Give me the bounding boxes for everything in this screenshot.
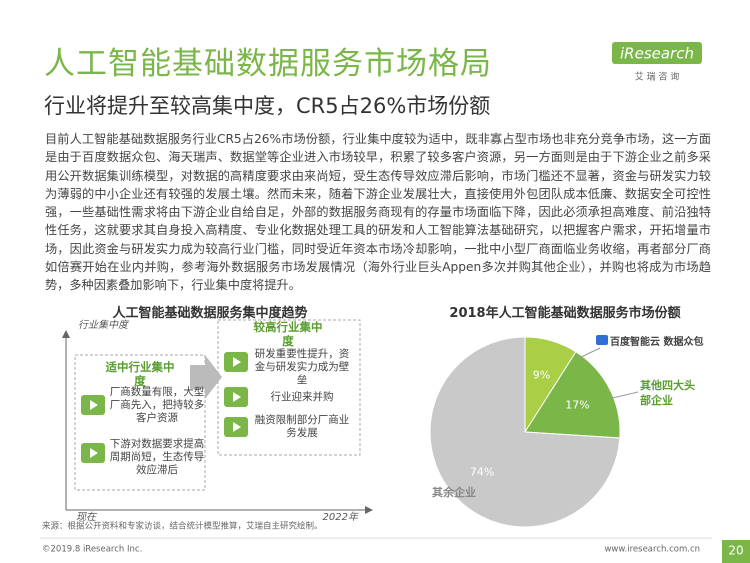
logo: iResearch	[620, 45, 694, 63]
logo-badge	[612, 42, 702, 64]
copyright: ©2019.8 iResearch Inc.	[42, 545, 142, 555]
intro: 目前人工智能基础数据服务行业CR5占26%市场份额，行业集中度较为适中，既非寡占…	[45, 132, 711, 293]
category-label: 百度智能云 数据众包	[610, 337, 704, 348]
stage-title: 较高行业集中度	[253, 320, 323, 348]
x-end: 2022年	[323, 511, 359, 523]
title: 人工智能基础数据服务市场格局	[44, 46, 492, 82]
pie-slice	[524, 351, 621, 439]
stage-item: 融资限制部分厂商业务发展	[254, 414, 350, 439]
stage-item: 下游对数据要求提高周期尚短，生态传导效应滞后	[109, 438, 205, 476]
slice-label: 9%	[533, 368, 550, 381]
axis-arrow	[365, 506, 373, 514]
legend-logo	[596, 335, 608, 345]
trend-arrow	[190, 355, 222, 399]
stage-title: 适中行业集中度	[105, 360, 175, 388]
diagram-title: 人工智能基础数据服务集中度趋势	[112, 306, 308, 321]
category-label: 其他四大头部企业	[640, 379, 695, 407]
stage-item: 行业迎来并购	[270, 391, 334, 403]
stage-box	[217, 319, 361, 456]
y-label: 行业集中度	[78, 319, 130, 331]
slice-label: 17%	[565, 398, 589, 411]
axis-arrow	[62, 330, 70, 338]
url: www.iresearch.com.cn	[604, 545, 700, 555]
stage-box	[74, 354, 206, 491]
subtitle: 行业将提升至较高集中度，CR5占26%市场份额	[44, 94, 491, 118]
leader-line	[574, 347, 601, 361]
chart-title: 2018年人工智能基础数据服务市场份额	[449, 306, 681, 321]
source: 来源：根据公开资料和专家访谈，结合统计模型推算，艾瑞自主研究绘制。	[42, 521, 323, 532]
icon	[81, 395, 105, 415]
stage-item: 厂商数量有限，大型厂商先入，把持较多客户资源	[109, 386, 205, 424]
icon	[224, 387, 248, 407]
category-label: 其余企业	[432, 486, 476, 499]
stage-item: 研发重要性提升，资金与研发实力成为壁垒	[254, 348, 350, 386]
pie-slice	[429, 336, 621, 528]
leader-line	[611, 391, 639, 399]
icon	[224, 417, 248, 437]
page-number: 20	[728, 544, 743, 558]
icon	[81, 443, 105, 463]
x-start: 现在	[76, 511, 98, 523]
icon	[224, 352, 248, 372]
logo-sub: 艾 瑞 咨 询	[635, 71, 680, 83]
slice-label: 74%	[470, 465, 494, 478]
page-badge	[722, 540, 750, 563]
